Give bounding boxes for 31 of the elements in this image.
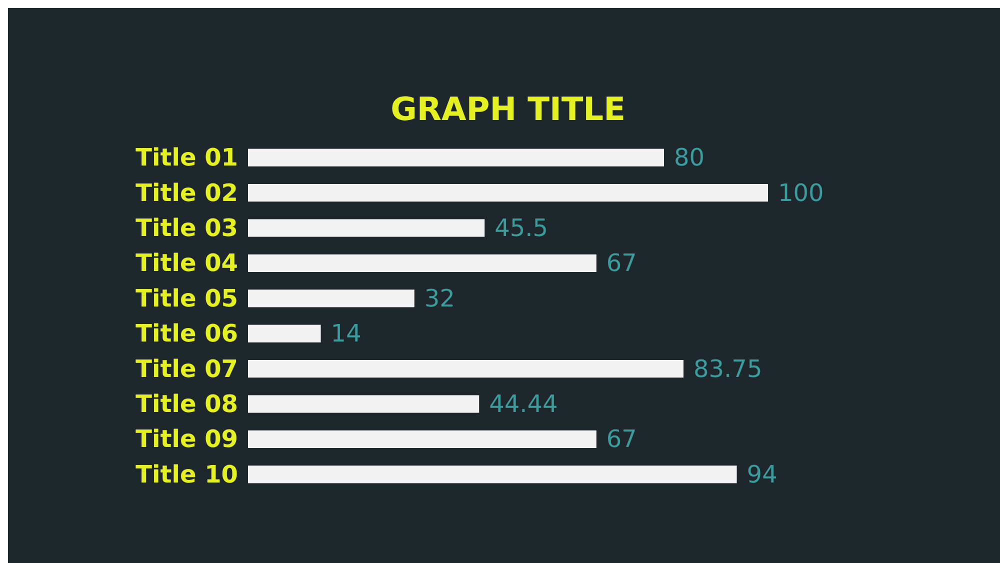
- y-tick-label: Title 05: [136, 284, 238, 312]
- y-tick-label: Title 07: [136, 354, 238, 383]
- data-label: 83.75: [694, 354, 762, 383]
- data-label: 67: [606, 425, 637, 454]
- y-tick-label: Title 09: [136, 425, 238, 454]
- data-label: 44.44: [489, 390, 558, 418]
- data-label: 67: [606, 249, 637, 278]
- y-tick-label: Title 03: [136, 214, 238, 242]
- y-tick-label: Title 01: [136, 144, 238, 172]
- y-tick-label: Title 06: [136, 320, 238, 348]
- data-label: 100: [778, 178, 824, 207]
- y-tick-label: Title 04: [136, 249, 238, 278]
- data-label: 45.5: [494, 214, 548, 242]
- bar: [248, 254, 596, 272]
- data-label: 32: [424, 284, 455, 312]
- data-label: 80: [674, 144, 705, 172]
- bar: [248, 219, 485, 237]
- bar: [248, 184, 768, 202]
- data-label: 14: [330, 320, 362, 348]
- bar: [248, 148, 664, 166]
- bar: [248, 430, 596, 448]
- data-label: 94: [746, 460, 778, 488]
- bar: [248, 290, 414, 308]
- bar: [248, 360, 684, 378]
- chart-title: GRAPH TITLE: [390, 90, 626, 128]
- y-tick-label: Title 02: [136, 178, 238, 207]
- bar: [248, 466, 737, 484]
- y-tick-label: Title 08: [136, 390, 238, 418]
- bar: [248, 324, 321, 342]
- y-tick-label: Title 10: [136, 460, 238, 488]
- bar: [248, 395, 480, 413]
